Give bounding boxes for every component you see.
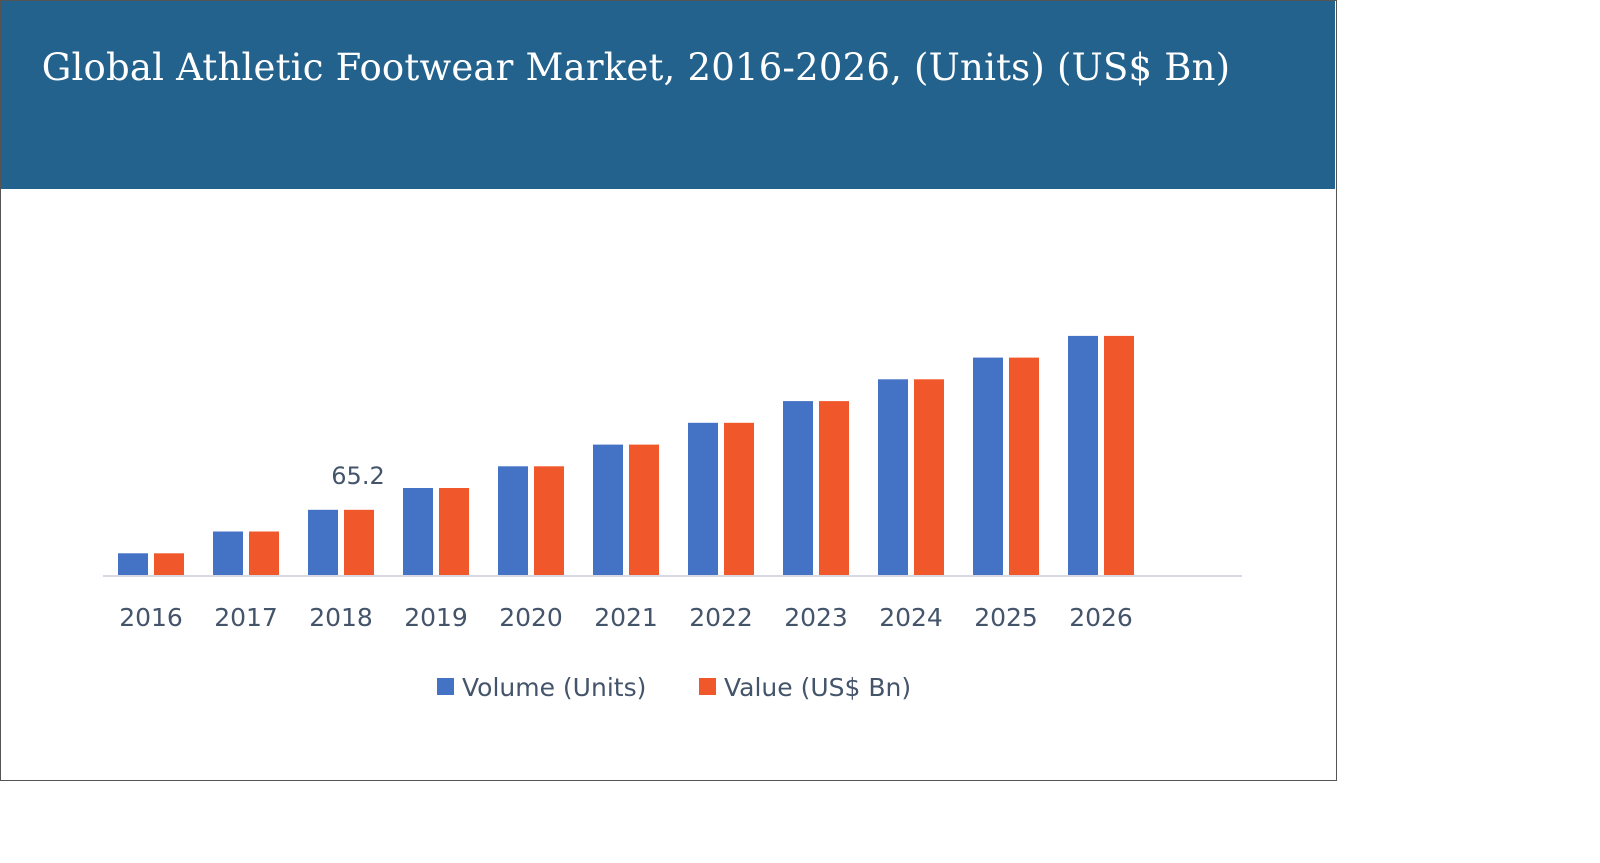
x-tick-label: 2022	[689, 603, 753, 632]
legend: Volume (Units) Value (US$ Bn)	[437, 673, 911, 702]
bar-value-2026	[1104, 335, 1134, 575]
x-tick-label: 2019	[404, 603, 468, 632]
bar-volume-2017	[213, 531, 243, 575]
bar-volume-2025	[973, 357, 1003, 575]
x-tick-label: 2017	[214, 603, 278, 632]
bar-value-2021	[629, 444, 659, 575]
bar-value-2023	[819, 401, 849, 575]
bar-volume-2023	[783, 401, 813, 575]
x-tick-label: 2023	[784, 603, 848, 632]
bar-value-2020	[534, 466, 564, 575]
bar-value-2017	[249, 531, 279, 575]
bar-value-2019	[439, 488, 469, 575]
x-tick-label: 2024	[879, 603, 943, 632]
legend-label-volume: Volume (Units)	[462, 673, 646, 702]
bar-value-2018	[344, 509, 374, 575]
x-tick-labels: 2016 2017 2018 2019 2020 2021 2022 2023 2024 2025…	[119, 603, 1133, 632]
bar-volume-2019	[403, 488, 433, 575]
chart-header: Global Athletic Footwear Market, 2016-20…	[1, 1, 1335, 189]
x-tick-label: 2018	[309, 603, 373, 632]
legend-swatch-value	[699, 678, 716, 695]
data-label: 65.2	[331, 462, 384, 490]
x-tick-label: 2025	[974, 603, 1038, 632]
x-tick-label: 2026	[1069, 603, 1133, 632]
bar-volume-2026	[1068, 335, 1098, 575]
bar-volume-2018	[308, 509, 338, 575]
bar-volume-2024	[878, 379, 908, 575]
bar-value-2016	[154, 553, 184, 575]
chart-title: Global Athletic Footwear Market, 2016-20…	[41, 46, 1231, 89]
x-tick-label: 2016	[119, 603, 183, 632]
bar-volume-2020	[498, 466, 528, 575]
bar-volume-2016	[118, 553, 148, 575]
data-labels: 65.2	[331, 462, 384, 490]
bar-value-2022	[724, 422, 754, 575]
x-tick-label: 2020	[499, 603, 563, 632]
bar-volume-2021	[593, 444, 623, 575]
legend-label-value: Value (US$ Bn)	[724, 673, 911, 702]
bar-value-2025	[1009, 357, 1039, 575]
x-tick-label: 2021	[594, 603, 658, 632]
legend-swatch-volume	[437, 678, 454, 695]
bars-layer	[118, 335, 1134, 575]
bar-value-2024	[914, 379, 944, 575]
bar-volume-2022	[688, 422, 718, 575]
